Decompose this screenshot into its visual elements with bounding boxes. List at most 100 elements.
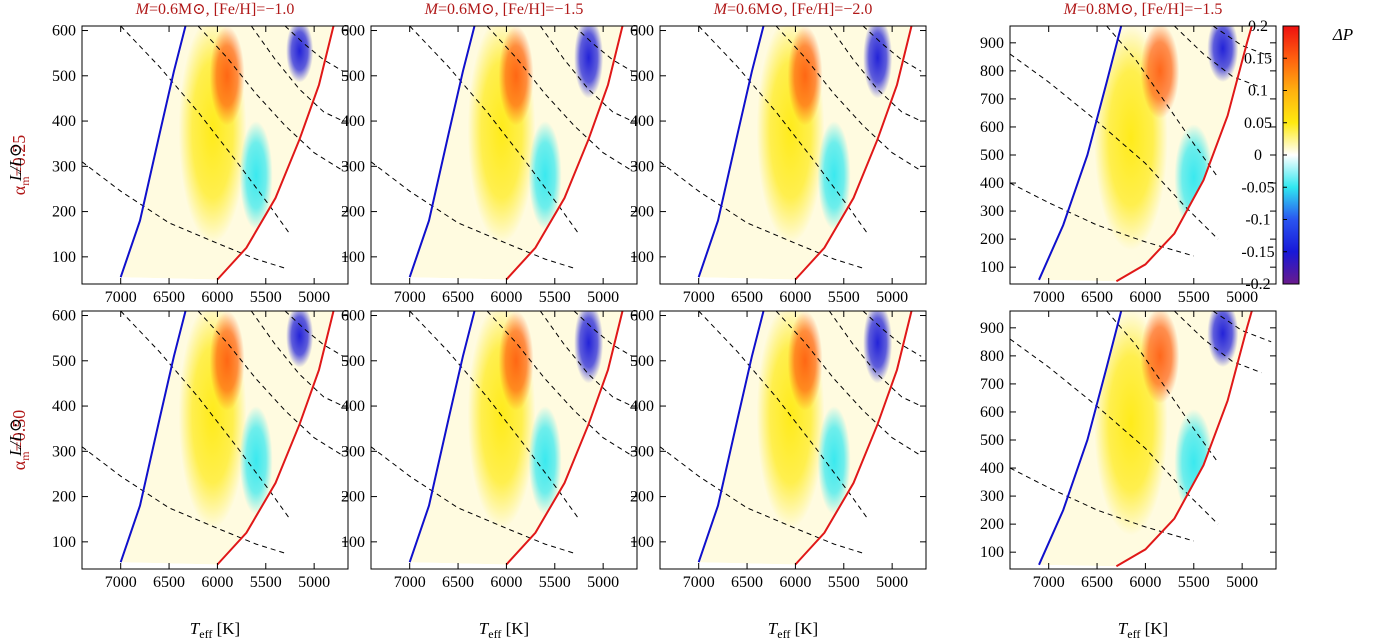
- x-tick-label: 7000: [105, 289, 137, 306]
- blue-edge-line: [1038, 26, 1123, 281]
- blue-edge-line: [1038, 311, 1123, 566]
- y-tick-label: 100: [630, 249, 654, 266]
- panel-r1-c0: 7000 6500 6000 5500 5000 100 200 300 400 500 600: [52, 308, 349, 591]
- isoperiod-line: [828, 26, 922, 122]
- isoperiod-line: [862, 26, 922, 72]
- colorbar-tick-label: -0.15: [1241, 244, 1274, 261]
- y-tick-label: 600: [630, 23, 654, 40]
- heatmap-cell: [1207, 26, 1239, 83]
- blue-edge-line: [697, 26, 765, 278]
- isoperiod-line: [409, 311, 580, 520]
- y-tick-label: 500: [630, 68, 654, 85]
- panel-r1-c2: 7000 6500 6000 5500 5000 100 200 300 400 500 600: [630, 308, 927, 591]
- y-tick-label: 500: [52, 353, 76, 370]
- isoperiod-line: [197, 311, 344, 457]
- heatmap-cell: [286, 311, 314, 368]
- xlabel-2: Teff [K]: [768, 619, 818, 641]
- x-tick-label: 7000: [105, 574, 137, 591]
- y-tick-label: 600: [52, 23, 76, 40]
- red-edge-line: [505, 26, 624, 281]
- isoperiod-line: [698, 26, 869, 235]
- x-tick-label: 5000: [587, 289, 619, 306]
- x-tick-label: 6500: [153, 289, 185, 306]
- blue-edge-line: [697, 311, 765, 563]
- colorbar-tick-label: 0.15: [1244, 50, 1272, 67]
- blue-edge-line: [119, 26, 187, 278]
- x-tick-label: 7000: [394, 289, 426, 306]
- red-edge-line: [216, 26, 335, 281]
- isoperiod-line: [1010, 53, 1219, 240]
- y-tick-label: 200: [341, 204, 365, 221]
- xlabel-0: Teff [K]: [190, 619, 240, 641]
- isoperiod-line: [197, 26, 344, 172]
- heatmap-cell: [863, 311, 893, 384]
- y-tick-label: 900: [980, 35, 1004, 52]
- x-tick-label: 6500: [731, 289, 763, 306]
- colorbar-tick-label: 0.1: [1248, 83, 1268, 100]
- x-tick-label: 6000: [201, 574, 233, 591]
- y-tick-label: 900: [980, 320, 1004, 337]
- y-tick-label: 100: [980, 259, 1004, 276]
- heatmap-cell: [528, 121, 562, 230]
- y-tick-label: 500: [630, 353, 654, 370]
- isoperiod-line: [1106, 311, 1219, 463]
- x-tick-label: 6500: [153, 574, 185, 591]
- row-label-1-text: αm=0.50: [9, 410, 32, 470]
- y-tick-label: 200: [52, 204, 76, 221]
- red-edge-line: [1115, 311, 1253, 568]
- y-tick-label: 200: [980, 231, 1004, 248]
- isoperiod-line: [82, 446, 286, 554]
- heatmap-cell: [1207, 311, 1239, 368]
- y-tick-label: 700: [980, 91, 1004, 108]
- panel-r1-c3: 7000 6500 6000 5500 5000 100 200 300 400 500 600 70…: [980, 310, 1277, 591]
- x-tick-label: 5500: [539, 574, 571, 591]
- heatmap-cell: [574, 26, 604, 99]
- y-tick-label: 700: [980, 376, 1004, 393]
- x-tick-label: 6000: [1129, 574, 1161, 591]
- x-tick-label: 5000: [1226, 289, 1258, 306]
- y-tick-label: 600: [980, 404, 1004, 421]
- isoperiod-line: [284, 26, 344, 72]
- isoperiod-line: [120, 311, 291, 520]
- y-tick-label: 600: [980, 119, 1004, 136]
- isoperiod-line: [1174, 311, 1262, 374]
- isoperiod-line: [862, 311, 922, 357]
- x-tick-label: 6500: [1081, 574, 1113, 591]
- x-tick-label: 5500: [1178, 574, 1210, 591]
- x-tick-label: 5500: [1178, 289, 1210, 306]
- heatmap-layer: [698, 26, 912, 280]
- heatmap-layer: [120, 26, 334, 280]
- y-tick-label: 500: [52, 68, 76, 85]
- y-tick-label: 800: [980, 348, 1004, 365]
- x-tick-label: 5000: [587, 574, 619, 591]
- panel-r0-c2: 7000 6500 6000 5500 5000 100 200 300 400 500 600: [630, 23, 927, 306]
- colorbar-tick-label: 0.05: [1244, 115, 1272, 132]
- isoperiod-line: [698, 311, 869, 520]
- row-label-0-text: αm=0.25: [9, 135, 32, 195]
- y-tick-label: 300: [52, 443, 76, 460]
- panel-title-2: M=0.6M⊙, [Fe/H]=−2.0: [713, 1, 873, 18]
- red-edge-line: [505, 311, 624, 566]
- x-tick-label: 5500: [828, 574, 860, 591]
- y-tick-label: 300: [341, 158, 365, 175]
- heatmap-cell: [286, 26, 314, 83]
- y-tick-label: 400: [630, 398, 654, 415]
- heatmap-cell: [1140, 311, 1180, 404]
- y-tick-label: 100: [52, 534, 76, 551]
- y-tick-label: 800: [980, 63, 1004, 80]
- heatmap-cell: [787, 26, 823, 126]
- x-tick-label: 7000: [683, 574, 715, 591]
- heatmap-cell: [787, 311, 823, 411]
- isoperiod-line: [775, 311, 922, 457]
- x-tick-label: 6000: [779, 574, 811, 591]
- isoperiod-line: [1212, 311, 1272, 343]
- x-tick-label: 5000: [1226, 574, 1258, 591]
- y-tick-label: 400: [341, 113, 365, 130]
- heatmap-layer: [1039, 26, 1252, 282]
- panel-r1-c1: 7000 6500 6000 5500 5000 100 200 300 400 500 600: [341, 308, 638, 591]
- y-tick-label: 300: [980, 488, 1004, 505]
- heatmap-cell: [209, 311, 245, 411]
- x-tick-label: 6000: [490, 574, 522, 591]
- panel-title-3: M=0.8M⊙, [Fe/H]=−1.5: [1063, 1, 1223, 18]
